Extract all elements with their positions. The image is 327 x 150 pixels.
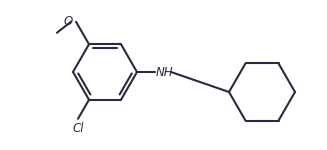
Text: NH: NH bbox=[156, 66, 174, 78]
Text: Cl: Cl bbox=[72, 122, 84, 135]
Text: O: O bbox=[64, 15, 73, 28]
